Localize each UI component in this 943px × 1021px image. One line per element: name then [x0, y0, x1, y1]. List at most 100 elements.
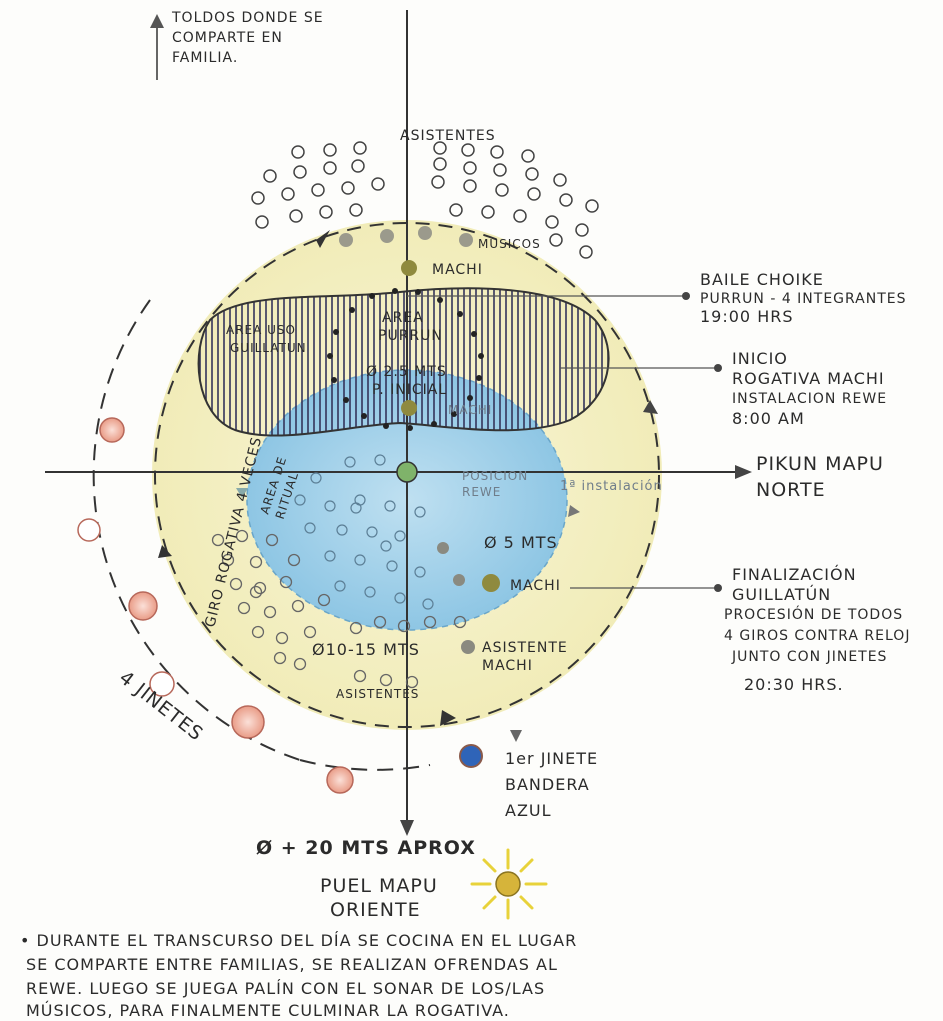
- area-uso-label-2: GUILLATUN: [230, 341, 307, 355]
- diam-20-label: Ø + 20 MTS APROX: [256, 837, 476, 859]
- direction-arrow-icon: [236, 488, 248, 498]
- primera-instalacion-label: 1ª instalación: [560, 479, 663, 494]
- primer-jinete-label-2: BANDERA: [505, 775, 590, 794]
- toldos-label-1: TOLDOS DONDE SE: [171, 10, 324, 26]
- diam-10-15-label: Ø10-15 MTS: [312, 640, 420, 659]
- final-note-2: GUILLATÚN: [732, 585, 831, 604]
- pikun-label-1: PIKUN MAPU: [756, 453, 884, 475]
- inicio-note-1: INICIO: [732, 349, 788, 368]
- attendee-circle: [323, 161, 337, 175]
- attendee-circle: [291, 145, 305, 159]
- attendee-circle: [527, 187, 541, 201]
- attendee-circle: [380, 540, 392, 552]
- attendee-circle: [384, 500, 396, 512]
- attendee-circle: [275, 631, 289, 645]
- attendee-circle: [513, 209, 527, 223]
- inicio-note-2: ROGATIVA MACHI: [732, 369, 885, 388]
- rewe-marker: [396, 461, 418, 483]
- footer-line-3: REWE. LUEGO SE JUEGA PALÍN CON EL SONAR …: [26, 979, 545, 998]
- posicion-label-2: REWE: [462, 485, 501, 499]
- asistentes-bottom-label: ASISTENTES: [336, 687, 419, 701]
- attendee-circle: [449, 203, 463, 217]
- attendee-circle: [414, 506, 426, 518]
- attendee-circle: [211, 533, 225, 547]
- asistente-machi-label-1: ASISTENTE: [482, 640, 568, 656]
- attendee-circle: [265, 533, 279, 547]
- machi-dot-low: [482, 574, 500, 592]
- musician-dot: [380, 229, 394, 243]
- attendee-circle: [293, 165, 307, 179]
- attendee-circle: [253, 581, 267, 595]
- final-note-3: PROCESIÓN DE TODOS: [724, 605, 903, 623]
- attendee-circle: [433, 157, 447, 171]
- attendee-circle: [585, 199, 599, 213]
- attendee-circle: [263, 169, 277, 183]
- attendee-circle: [394, 592, 406, 604]
- machi-top-label: MACHI: [432, 262, 483, 278]
- attendee-circle: [311, 183, 325, 197]
- rider-circle: [231, 705, 265, 739]
- attendee-circle: [237, 601, 251, 615]
- final-note-6: 20:30 HRS.: [744, 675, 844, 694]
- attendee-circle: [235, 529, 249, 543]
- attendee-circle: [287, 553, 301, 567]
- diam-25-label-2: P. INICIAL: [372, 382, 447, 398]
- attendee-circle: [249, 585, 263, 599]
- attendee-circle: [521, 149, 535, 163]
- attendee-circle: [490, 145, 504, 159]
- area-uso-label-1: AREA USO: [226, 323, 296, 337]
- footer-line-1: • DURANTE EL TRANSCURSO DEL DÍA SE COCIN…: [20, 931, 577, 950]
- baile-note-1: BAILE CHOIKE: [700, 270, 824, 289]
- area-purrun-label-2: PURRUN: [378, 328, 443, 344]
- attendee-circle: [575, 223, 589, 237]
- attendee-circle: [414, 566, 426, 578]
- primer-jinete-label-1: 1er JINETE: [505, 749, 598, 768]
- direction-arrow-icon: [316, 230, 330, 248]
- attendee-circle: [549, 233, 563, 247]
- sun-icon: [470, 848, 548, 920]
- inicio-note-3: INSTALACION REWE: [732, 391, 887, 407]
- attendee-circle: [279, 575, 293, 589]
- asistente-machi-dot: [461, 640, 475, 654]
- attendee-circle: [350, 502, 362, 514]
- footer-line-2: SE COMPARTE ENTRE FAMILIAS, SE REALIZAN …: [26, 955, 558, 974]
- attendee-circle: [303, 625, 317, 639]
- attendee-circle: [353, 669, 367, 683]
- area-purrun-label-1: AREA: [382, 310, 424, 326]
- attendee-circle: [336, 524, 348, 536]
- baile-note-3: 19:00 HRS: [700, 307, 794, 326]
- attendee-circle: [341, 181, 355, 195]
- attendee-circle: [354, 554, 366, 566]
- asistentes-top-label: ASISTENTES: [400, 128, 496, 144]
- machi-dot-center: [401, 400, 417, 416]
- attendee-circle: [289, 209, 303, 223]
- direction-arrow-icon: [643, 400, 658, 414]
- attendee-circle: [293, 657, 307, 671]
- rider-circle: [149, 671, 175, 697]
- attendee-circle: [553, 173, 567, 187]
- attendee-circle: [291, 599, 305, 613]
- baile-note-2: PURRUN - 4 INTEGRANTES: [700, 291, 907, 307]
- attendee-circle: [373, 615, 387, 629]
- posicion-label-1: POSICION: [462, 469, 528, 483]
- attendee-circle: [493, 163, 507, 177]
- attendee-circle: [481, 205, 495, 219]
- attendee-circle: [461, 143, 475, 157]
- diam-25-label-1: Ø 2.5 MTS: [366, 364, 447, 380]
- attendee-circle: [324, 500, 336, 512]
- diam-5-label: Ø 5 MTS: [484, 533, 558, 552]
- toldos-label-2: COMPARTE EN: [172, 30, 283, 46]
- north-arrow-icon: [735, 465, 752, 479]
- attendee-circle: [281, 187, 295, 201]
- attendee-circle: [251, 191, 265, 205]
- final-note-5: JUNTO CON JINETES: [731, 649, 887, 665]
- attendee-circle: [422, 598, 434, 610]
- attendee-circle: [364, 586, 376, 598]
- attendee-circle: [349, 621, 363, 635]
- attendee-circle: [221, 553, 235, 567]
- attendees-bottom: [211, 529, 467, 689]
- attendee-circle: [334, 580, 346, 592]
- attendee-circle: [545, 215, 559, 229]
